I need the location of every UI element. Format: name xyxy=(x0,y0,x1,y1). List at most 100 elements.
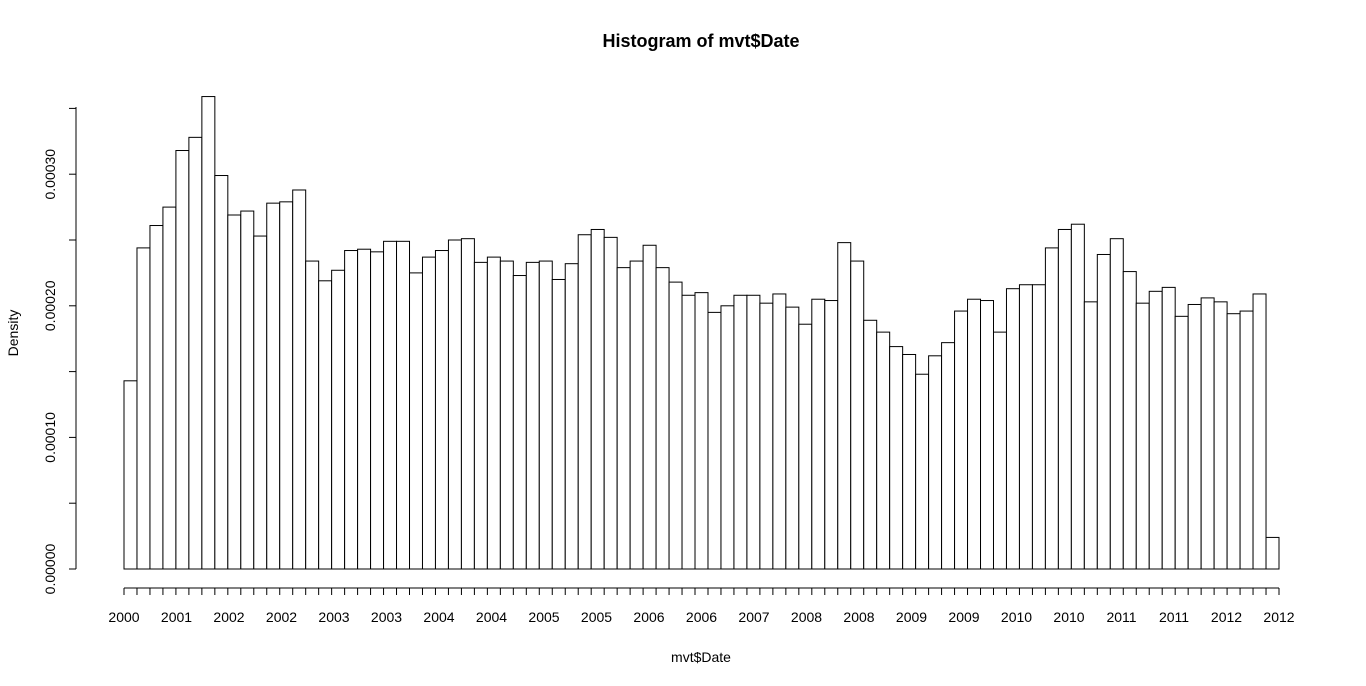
x-tick-label: 2002 xyxy=(266,609,297,625)
x-tick-label: 2003 xyxy=(318,609,349,625)
histogram-bar xyxy=(837,242,852,570)
histogram-bar xyxy=(1200,297,1215,570)
histogram-bar xyxy=(525,261,540,570)
histogram-bar xyxy=(512,275,527,570)
histogram-bar xyxy=(331,269,346,570)
histogram-bar xyxy=(1031,284,1046,570)
histogram-bar xyxy=(655,267,670,570)
histogram-bar xyxy=(733,294,748,570)
histogram-bar xyxy=(499,260,514,570)
x-tick-label: 2008 xyxy=(843,609,874,625)
histogram-bar xyxy=(1044,247,1059,570)
histogram-bar xyxy=(1265,536,1280,570)
x-tick-label: 2004 xyxy=(423,609,454,625)
histogram-bar xyxy=(876,331,891,570)
histogram-bar xyxy=(915,373,930,570)
histogram-bar xyxy=(136,247,151,570)
histogram-bar xyxy=(292,189,307,570)
histogram-bar xyxy=(473,261,488,570)
histogram-bar xyxy=(175,150,190,570)
histogram-bar xyxy=(1187,303,1202,570)
histogram-bar xyxy=(162,206,177,570)
histogram-bar xyxy=(681,294,696,570)
x-tick-label: 2012 xyxy=(1263,609,1294,625)
histogram-bar xyxy=(720,305,735,570)
histogram-bar xyxy=(850,260,865,570)
histogram-bar xyxy=(798,323,813,570)
x-tick-label: 2007 xyxy=(738,609,769,625)
histogram-bar xyxy=(811,298,826,570)
y-axis-title: Density xyxy=(5,310,21,357)
histogram-bar xyxy=(1005,288,1020,570)
histogram-bar xyxy=(1161,286,1176,570)
x-tick-label: 2010 xyxy=(1053,609,1084,625)
histogram-bar xyxy=(266,202,281,570)
histogram-bar xyxy=(1018,284,1033,570)
histogram-bar xyxy=(434,250,449,570)
histogram-bar xyxy=(1096,253,1111,570)
x-tick-label: 2011 xyxy=(1106,609,1136,625)
histogram-bar xyxy=(629,260,644,570)
histogram-bar xyxy=(188,136,203,570)
histogram-bar xyxy=(383,240,398,570)
histogram-bar xyxy=(409,272,423,570)
histogram-bar xyxy=(253,235,268,570)
histogram-bar xyxy=(318,280,333,570)
histogram-bar xyxy=(759,302,774,570)
histogram-bar xyxy=(214,175,229,570)
histogram-bar xyxy=(1083,301,1098,570)
x-tick-label: 2009 xyxy=(948,609,979,625)
y-tick-label: 0.00010 xyxy=(42,412,58,463)
histogram-bar xyxy=(616,267,631,570)
histogram-bar xyxy=(928,355,943,570)
x-tick-label: 2005 xyxy=(528,609,559,625)
histogram-bar xyxy=(370,251,385,570)
histogram-bar xyxy=(447,239,462,570)
x-tick-label: 2001 xyxy=(161,609,192,625)
histogram-bar xyxy=(305,260,320,570)
histogram-bar xyxy=(642,244,657,570)
histogram-bar xyxy=(980,300,995,570)
histogram-bar xyxy=(357,248,372,570)
histogram-bar xyxy=(992,331,1007,570)
histogram-bar xyxy=(240,210,255,570)
histogram-bar xyxy=(201,96,216,570)
x-tick-label: 2008 xyxy=(791,609,822,625)
histogram-bar xyxy=(1252,293,1267,570)
histogram-bar xyxy=(668,281,683,570)
histogram-bar xyxy=(863,319,878,570)
histogram-bar xyxy=(1109,238,1124,570)
histogram-bar xyxy=(344,250,359,570)
histogram-bar xyxy=(1148,290,1163,570)
x-axis: 2000 2001 2002 2002 2003 2003 2004 2004 2005 2005… xyxy=(108,587,1295,625)
histogram-bar xyxy=(460,238,475,570)
histogram-bar xyxy=(824,300,839,570)
x-tick-label: 2010 xyxy=(1001,609,1032,625)
histogram-bar xyxy=(1174,315,1189,570)
x-tick-label: 2006 xyxy=(686,609,717,625)
x-tick-label: 2012 xyxy=(1211,609,1242,625)
histogram-bar xyxy=(564,263,579,570)
histogram-bar xyxy=(902,353,917,570)
x-tick-label: 2005 xyxy=(581,609,612,625)
x-tick-label: 2000 xyxy=(108,609,139,625)
histogram-bar xyxy=(1070,223,1085,570)
histogram-bar xyxy=(486,256,501,570)
histogram-bar xyxy=(1226,313,1241,570)
histogram-bar xyxy=(772,293,787,570)
histogram-bar xyxy=(538,260,553,570)
x-tick-label: 2004 xyxy=(476,609,507,625)
histogram-bar xyxy=(1057,228,1072,570)
histogram-bar xyxy=(694,292,709,570)
histogram-bar xyxy=(1135,302,1150,570)
x-tick-label: 2009 xyxy=(896,609,927,625)
histogram-bar xyxy=(149,225,164,570)
y-tick-label: 0.00000 xyxy=(42,543,58,594)
histogram-bar xyxy=(396,240,411,570)
histogram-bar xyxy=(227,214,242,570)
histogram-bar xyxy=(967,298,982,570)
histogram-bar xyxy=(590,228,605,570)
histogram-bar xyxy=(1239,310,1254,570)
histogram-bar xyxy=(941,342,956,570)
